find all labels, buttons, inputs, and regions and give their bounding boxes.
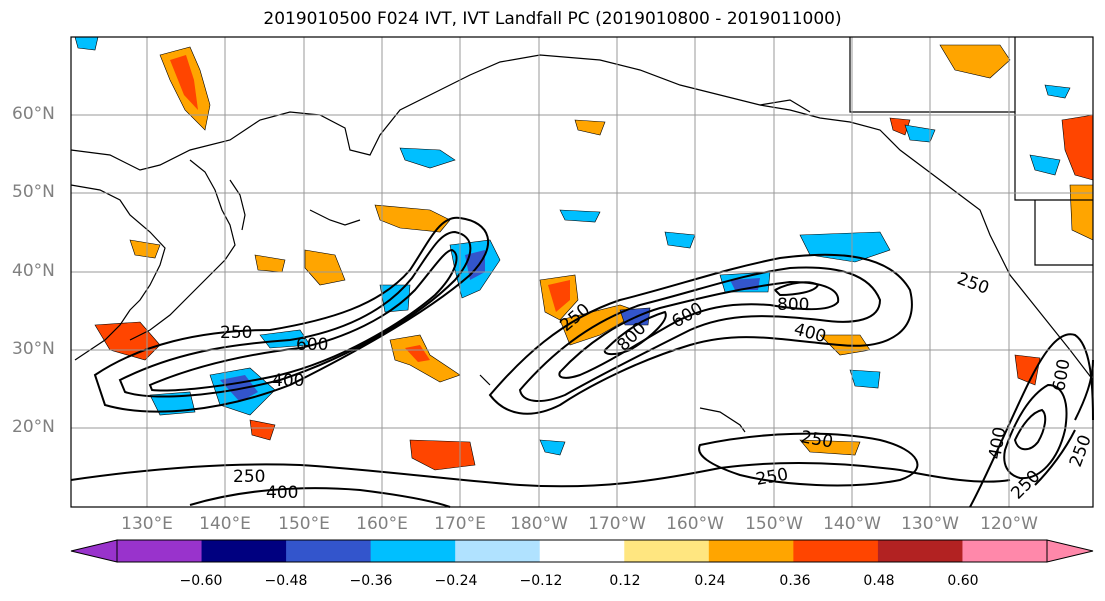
lon-label: 140°W <box>823 514 881 534</box>
colorbar-tick-label: −0.24 <box>434 573 478 589</box>
contour-label: 600 <box>296 335 328 355</box>
blob-pos <box>799 439 861 456</box>
lon-label: 120°W <box>980 514 1038 534</box>
lon-label: 150°W <box>745 514 803 534</box>
blob-pos <box>1061 114 1094 181</box>
blob-pos <box>170 55 198 110</box>
blob-pos <box>129 239 161 259</box>
blob-neg <box>379 284 411 313</box>
colorbar-segment <box>877 540 963 562</box>
blob-neg <box>539 439 566 456</box>
colorbar-tick-label: −0.48 <box>264 573 308 589</box>
contour-label: 400 <box>266 483 298 503</box>
colorbar-segment <box>793 540 879 562</box>
blob-pos <box>405 345 430 362</box>
contour-label: 250 <box>220 323 252 343</box>
blob-pos <box>939 44 1011 79</box>
colorbar-segment <box>539 540 625 562</box>
colorbar-tick-label: 0.24 <box>694 573 726 589</box>
lon-label: 150°E <box>278 514 330 534</box>
colorbar-extend-high <box>1046 539 1094 563</box>
lon-label: 180°W <box>510 514 568 534</box>
colorbar-segment <box>708 540 794 562</box>
lon-label: 170°W <box>588 514 646 534</box>
blob-neg <box>149 391 196 416</box>
blob-pos <box>548 280 570 312</box>
blob-pos <box>304 249 346 286</box>
map-title: 2019010500 F024 IVT, IVT Landfall PC (20… <box>263 9 842 29</box>
lon-label: 160°E <box>356 514 408 534</box>
ivt-contours <box>70 216 1094 508</box>
blob-neg <box>399 147 456 169</box>
gridlines <box>71 37 1093 507</box>
blob-neg <box>74 36 99 51</box>
lat-label: 20°N <box>12 417 55 437</box>
colorbar-tick-label: 0.60 <box>947 573 979 589</box>
colorbar-segment <box>286 540 372 562</box>
colorbar-segment <box>455 540 541 562</box>
colorbar-tick-label: −0.36 <box>349 573 393 589</box>
colorbar-tick-label: −0.12 <box>519 573 563 589</box>
lat-label: 30°N <box>12 339 55 359</box>
colorbar-segment <box>117 540 203 562</box>
colorbar-tick-label: 0.36 <box>779 573 811 589</box>
lon-label: 130°E <box>121 514 173 534</box>
lat-label: 40°N <box>12 261 55 281</box>
blob-pos <box>889 117 911 136</box>
colorbar-segment <box>962 540 1048 562</box>
plot-frame <box>70 36 1094 508</box>
lon-label: 140°E <box>199 514 251 534</box>
lon-label: 160°W <box>666 514 724 534</box>
blob-pos <box>249 419 276 441</box>
colorbar-segment <box>201 540 287 562</box>
colorbar-tick-label: 0.48 <box>863 573 895 589</box>
colorbar-segment <box>624 540 710 562</box>
contour-label: 400 <box>272 371 304 391</box>
lat-label: 60°N <box>12 104 55 124</box>
shaded-anomalies <box>74 36 1094 471</box>
colorbar-extend-low <box>70 539 118 563</box>
contour-label: 250 <box>233 467 265 487</box>
blob-pos <box>374 204 451 233</box>
contour-label: 800 <box>777 295 809 315</box>
blob-neg <box>1029 154 1061 176</box>
lat-label: 50°N <box>12 182 55 202</box>
blob-pos <box>1014 354 1041 386</box>
lon-label: 130°W <box>901 514 959 534</box>
colorbar <box>70 539 1094 563</box>
blob-neg <box>664 231 696 249</box>
blob-neg <box>849 369 881 389</box>
blob-pos <box>574 119 606 136</box>
colorbar-frame <box>116 539 1048 563</box>
coastlines <box>70 37 1094 433</box>
lon-label: 170°E <box>434 514 486 534</box>
colorbar-tick-label: −0.60 <box>179 573 223 589</box>
colorbar-tick-label: 0.12 <box>609 573 641 589</box>
colorbar-segment <box>370 540 456 562</box>
blob-neg <box>1044 84 1071 99</box>
blob-neg <box>559 209 601 223</box>
